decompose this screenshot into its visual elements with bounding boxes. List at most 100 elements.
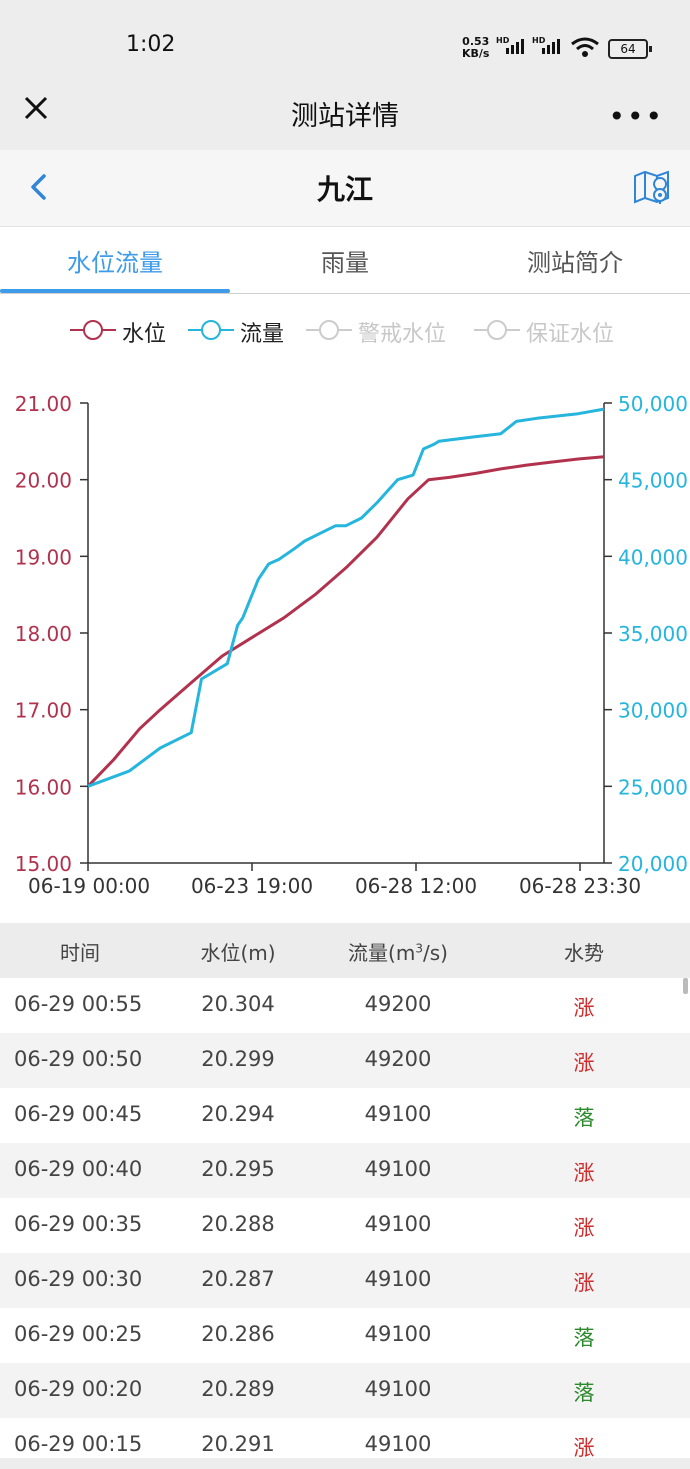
- page-title: 测站详情: [291, 101, 399, 132]
- row-trend: 涨: [573, 1051, 595, 1075]
- header-water-level: 水位(m): [200, 941, 276, 965]
- header-flow-prefix: 流量(m: [348, 941, 416, 965]
- legend-guarantee-level-label: 保证水位: [526, 322, 615, 347]
- status-time: 1:02: [126, 32, 176, 57]
- row-time: 06-29 00:20: [14, 1377, 143, 1401]
- row-water-level: 20.287: [201, 1267, 275, 1291]
- y-left-tick-label: 20.00: [15, 469, 72, 493]
- row-time: 06-29 00:15: [14, 1432, 143, 1456]
- station-nav-bar: 九江: [0, 150, 690, 227]
- y-left-tick-label: 15.00: [15, 852, 72, 876]
- y-left-tick-label: 16.00: [15, 775, 72, 799]
- row-flow: 49100: [364, 1267, 432, 1291]
- header-time: 时间: [60, 941, 100, 965]
- more-menu-button[interactable]: •••: [608, 100, 664, 133]
- network-speed-value: 0.53: [462, 35, 490, 48]
- hd-label-2: HD: [532, 36, 546, 45]
- row-water-level: 20.299: [201, 1047, 275, 1071]
- x-tick-label: 06-28 12:00: [355, 874, 477, 898]
- y-right-tick-label: 45,000: [618, 469, 688, 493]
- legend-water-level-marker-icon: [70, 320, 116, 340]
- table-row[interactable]: 06-29 00:15 20.291 49100 涨: [0, 1418, 690, 1458]
- table-row[interactable]: 06-29 00:20 20.289 49100 落: [0, 1363, 690, 1418]
- chart-legend: 水位 流量 警戒水位 保证水位: [0, 312, 690, 352]
- table-row[interactable]: 06-29 00:35 20.288 49100 涨: [0, 1198, 690, 1253]
- row-water-level: 20.288: [201, 1212, 275, 1236]
- tab-bar: 水位流量 雨量 测站简介: [0, 227, 690, 294]
- back-chevron-icon[interactable]: [26, 170, 56, 204]
- title-bar: 测站详情 •••: [0, 80, 690, 150]
- row-time: 06-29 00:35: [14, 1212, 143, 1236]
- tab-station-intro[interactable]: 测站简介: [527, 249, 623, 277]
- bottom-bar: [0, 1458, 690, 1469]
- row-water-level: 20.286: [201, 1322, 275, 1346]
- hd-label: HD: [496, 36, 510, 45]
- y-right-tick-label: 35,000: [618, 622, 688, 646]
- y-right-tick-label: 50,000: [618, 392, 688, 416]
- table-row[interactable]: 06-29 00:40 20.295 49100 涨: [0, 1143, 690, 1198]
- row-flow: 49200: [364, 1047, 432, 1071]
- battery-icon: 64: [608, 39, 652, 59]
- flow-series-line: [87, 407, 605, 788]
- close-icon[interactable]: [20, 92, 60, 132]
- water-level-flow-chart: 15.00 16.00 17.00 18.00 19.00 20.00 21.00 20,00…: [15, 392, 688, 898]
- cell-signal-icon: HD: [496, 36, 524, 54]
- row-water-level: 20.295: [201, 1157, 275, 1181]
- row-trend: 涨: [573, 1436, 595, 1458]
- water-level-series-line: [86, 455, 605, 788]
- table-header: 时间 水位(m) 流量(m3/s) 水势: [0, 923, 690, 978]
- header-trend: 水势: [564, 941, 604, 965]
- row-time: 06-29 00:30: [14, 1267, 143, 1291]
- header-flow-suffix: /s): [422, 941, 448, 965]
- x-tick-label: 06-28 23:30: [519, 874, 641, 898]
- legend-warning-level-label: 警戒水位: [358, 322, 447, 347]
- legend-flow-label: 流量: [240, 322, 285, 347]
- row-time: 06-29 00:25: [14, 1322, 143, 1346]
- y-left-tick-label: 18.00: [15, 622, 72, 646]
- row-water-level: 20.289: [201, 1377, 275, 1401]
- row-time: 06-29 00:40: [14, 1157, 143, 1181]
- legend-flow-marker-icon: [188, 320, 234, 340]
- tab-water-level-flow[interactable]: 水位流量: [67, 249, 163, 277]
- row-time: 06-29 00:55: [14, 992, 143, 1016]
- y-left-tick-label: 21.00: [15, 392, 72, 416]
- tab-rainfall[interactable]: 雨量: [321, 249, 369, 277]
- row-water-level: 20.294: [201, 1102, 275, 1126]
- map-location-icon[interactable]: [632, 168, 672, 208]
- cell-signal-2-icon: HD: [532, 36, 560, 54]
- table-row[interactable]: 06-29 00:30 20.287 49100 涨: [0, 1253, 690, 1308]
- table-row[interactable]: 06-29 00:25 20.286 49100 落: [0, 1308, 690, 1363]
- row-water-level: 20.291: [201, 1432, 275, 1456]
- row-trend: 落: [573, 1326, 595, 1350]
- y-right-tick-label: 25,000: [618, 775, 688, 799]
- x-tick-label: 06-19 00:00: [28, 874, 150, 898]
- row-trend: 涨: [573, 1271, 595, 1295]
- header-flow: 流量(m3/s): [330, 937, 466, 966]
- table-row[interactable]: 06-29 00:50 20.299 49200 涨: [0, 1033, 690, 1088]
- legend-guarantee-level-marker-icon: [474, 320, 520, 340]
- network-speed: 0.53 KB/s: [462, 36, 489, 60]
- row-flow: 49100: [364, 1157, 432, 1181]
- legend-water-level-label: 水位: [122, 322, 167, 347]
- table-body: 06-29 00:55 20.304 49200 涨 06-29 00:50 20.299…: [0, 978, 690, 1458]
- row-flow: 49200: [364, 992, 432, 1016]
- y-left-tick-label: 19.00: [15, 545, 72, 569]
- legend-warning-level-marker-icon: [306, 320, 352, 340]
- table-row[interactable]: 06-29 00:45 20.294 49100 落: [0, 1088, 690, 1143]
- row-flow: 49100: [364, 1322, 432, 1346]
- y-right-tick-label: 30,000: [618, 699, 688, 723]
- row-time: 06-29 00:50: [14, 1047, 143, 1071]
- table-scrollbar[interactable]: [683, 978, 688, 994]
- row-flow: 49100: [364, 1432, 432, 1456]
- row-flow: 49100: [364, 1377, 432, 1401]
- station-name: 九江: [316, 173, 373, 206]
- x-tick-label: 06-23 19:00: [191, 874, 313, 898]
- y-right-tick-label: 40,000: [618, 545, 688, 569]
- y-left-tick-label: 17.00: [15, 699, 72, 723]
- table-row[interactable]: 06-29 00:55 20.304 49200 涨: [0, 978, 690, 1033]
- header-flow-sup: 3: [415, 941, 423, 956]
- row-time: 06-29 00:45: [14, 1102, 143, 1126]
- row-trend: 涨: [573, 1216, 595, 1240]
- row-water-level: 20.304: [201, 992, 275, 1016]
- row-trend: 涨: [573, 996, 595, 1020]
